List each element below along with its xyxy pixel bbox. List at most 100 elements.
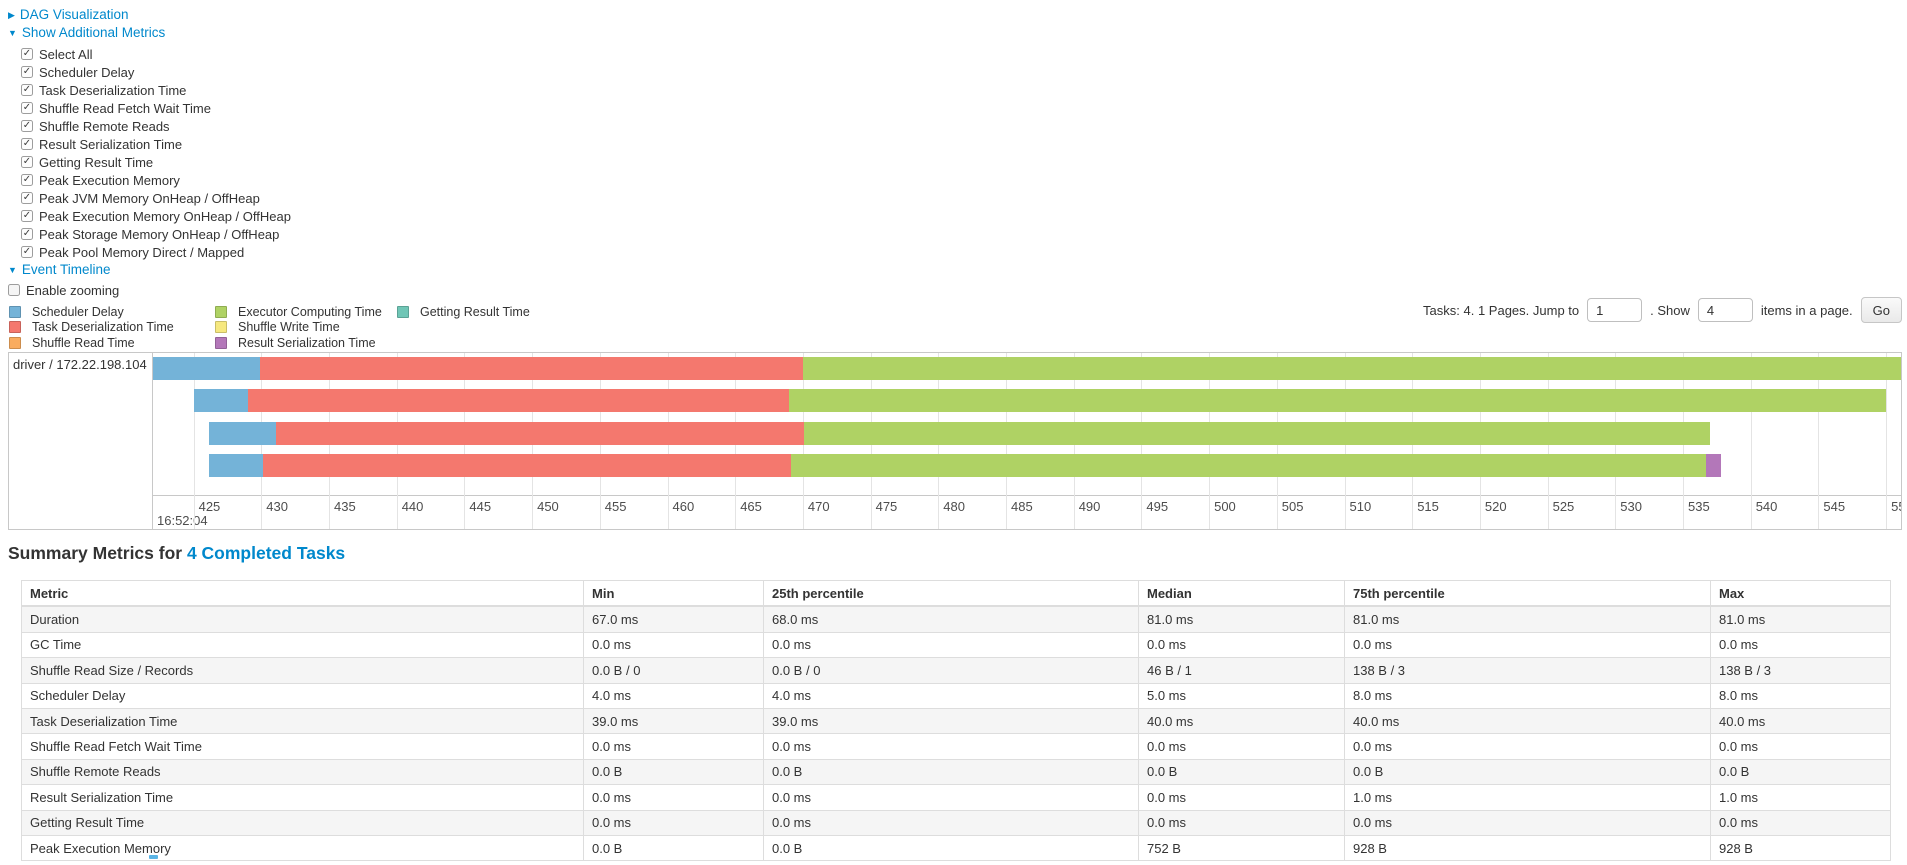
timeline-bar-segment[interactable] (193, 389, 248, 412)
metric-value-cell: 8.0 ms (1710, 682, 1891, 709)
metric-checkbox-label: Getting Result Time (39, 154, 154, 170)
axis-tick-label: 470 (807, 499, 830, 514)
event-timeline-toggle[interactable]: ▼ Event Timeline (8, 262, 110, 277)
metric-checkbox-item[interactable]: ✓ Getting Result Time (21, 153, 291, 171)
metric-name-cell: Shuffle Remote Reads (21, 758, 584, 786)
axis-tick-label: 540 (1755, 499, 1778, 514)
axis-time-label: 16:52:04 (157, 513, 208, 528)
axis-tick-label: 455 (604, 499, 627, 514)
checkbox-checked-icon[interactable]: ✓ (21, 210, 33, 222)
dag-visualization-toggle[interactable]: ▶ DAG Visualization (8, 7, 128, 22)
timeline-bar-segment[interactable] (802, 357, 1901, 380)
metric-checkbox-item[interactable]: ✓ Peak Pool Memory Direct / Mapped (21, 243, 291, 261)
metric-value-cell: 0.0 ms (1138, 809, 1345, 836)
timeline-bar-segment[interactable] (1706, 454, 1721, 477)
metric-value-cell: 138 B / 3 (1344, 657, 1711, 684)
metric-value-cell: 0.0 ms (583, 784, 764, 811)
checkbox-checked-icon[interactable]: ✓ (21, 174, 33, 186)
metric-checkbox-item[interactable]: ✓ Shuffle Remote Reads (21, 117, 291, 135)
metric-checkbox-item[interactable]: ✓ Peak Execution Memory (21, 171, 291, 189)
metric-value-cell: 0.0 B / 0 (583, 657, 764, 684)
table-header-cell: Metric (21, 580, 584, 608)
timeline-bar-segment[interactable] (208, 454, 263, 477)
axis-tick-label: 510 (1349, 499, 1372, 514)
timeline-bar-segment[interactable] (789, 389, 1887, 412)
timeline-bar-segment[interactable] (208, 422, 277, 445)
timeline-bar-segment[interactable] (262, 454, 791, 477)
go-button[interactable]: Go (1860, 297, 1902, 323)
legend-column: Executor Computing Time Shuffle Write Tim… (215, 304, 382, 351)
axis-tick-label: 475 (875, 499, 898, 514)
metric-value-cell: 0.0 ms (583, 809, 764, 836)
items-per-page-input[interactable] (1697, 298, 1753, 322)
table-row: Peak Execution Memory 0.0 B 0.0 B 752 B 928 … (21, 834, 1891, 862)
legend-label: Task Deserialization Time (32, 320, 174, 335)
metric-checkbox-item[interactable]: ✓ Peak Storage Memory OnHeap / OffHeap (21, 225, 291, 243)
metric-checkbox-item[interactable]: ✓ Peak JVM Memory OnHeap / OffHeap (21, 189, 291, 207)
clipped-element (149, 855, 158, 859)
metric-value-cell: 4.0 ms (763, 682, 1139, 709)
checkbox-checked-icon[interactable]: ✓ (21, 192, 33, 204)
metric-value-cell: 46 B / 1 (1138, 657, 1345, 684)
metric-value-cell: 81.0 ms (1138, 605, 1345, 633)
metric-value-cell: 0.0 B (763, 758, 1139, 786)
metric-checkbox-item[interactable]: ✓ Peak Execution Memory OnHeap / OffHeap (21, 207, 291, 225)
checkbox-checked-icon[interactable]: ✓ (21, 156, 33, 168)
checkbox-unchecked-icon[interactable] (8, 284, 20, 296)
timeline-bar-segment[interactable] (804, 422, 1711, 445)
metric-value-cell: 928 B (1344, 834, 1711, 862)
enable-zooming-checkbox[interactable]: Enable zooming (8, 281, 119, 299)
table-header-row: Metric Min 25th percentile Median 75th perce… (21, 580, 1891, 608)
axis-tick-label: 435 (334, 499, 356, 514)
checkbox-checked-icon[interactable]: ✓ (21, 138, 33, 150)
checkbox-checked-icon[interactable]: ✓ (21, 48, 33, 60)
metric-checkbox-item[interactable]: ✓ Scheduler Delay (21, 63, 291, 81)
jump-to-page-input[interactable] (1587, 298, 1643, 322)
metric-value-cell: 0.0 ms (1710, 733, 1891, 760)
metric-checkbox-item[interactable]: ✓ Shuffle Read Fetch Wait Time (21, 99, 291, 117)
metric-checkbox-label: Peak Execution Memory (39, 172, 180, 188)
timeline-bar-segment[interactable] (247, 389, 790, 412)
timeline-bar-segment[interactable] (276, 422, 805, 445)
table-header-cell: Max (1710, 580, 1891, 608)
legend-label: Getting Result Time (420, 304, 530, 319)
metric-checkbox-item[interactable]: ✓ Task Deserialization Time (21, 81, 291, 99)
timeline-bar-segment[interactable] (260, 357, 803, 380)
metric-value-cell: 0.0 ms (1138, 733, 1345, 760)
axis-tick-label: 535 (1688, 499, 1710, 514)
metric-value-cell: 0.0 B (1710, 758, 1891, 786)
gridline (1750, 353, 1752, 529)
metric-checkbox-item[interactable]: ✓ Select All (21, 45, 291, 63)
metric-value-cell: 0.0 ms (763, 733, 1139, 760)
legend-column: Getting Result Time (397, 304, 530, 320)
timeline-bar-segment[interactable] (153, 357, 260, 380)
metric-value-cell: 0.0 B (1138, 758, 1345, 786)
timeline-plot-area[interactable]: 16:52:04 425 430 435 440 445 450 455 460 465 470 4… (153, 353, 1901, 529)
checkbox-checked-icon[interactable]: ✓ (21, 246, 33, 258)
table-row: Result Serialization Time 0.0 ms 0.0 ms 0.0… (21, 784, 1891, 811)
metric-value-cell: 928 B (1710, 834, 1891, 862)
summary-metrics-table: Metric Min 25th percentile Median 75th perce… (21, 580, 1891, 862)
metric-value-cell: 0.0 ms (1344, 733, 1711, 760)
enable-zooming-label: Enable zooming (26, 282, 120, 298)
table-row: Shuffle Read Fetch Wait Time 0.0 ms 0.0 ms… (21, 733, 1891, 760)
metric-value-cell: 0.0 B / 0 (763, 657, 1139, 684)
task-pagination: Tasks: 4. 1 Pages. Jump to . Show items … (1423, 295, 1902, 325)
axis-tick-label: 445 (469, 499, 492, 514)
metric-value-cell: 40.0 ms (1138, 707, 1345, 735)
timeline-bar-segment[interactable] (790, 454, 1706, 477)
metric-checkbox-label: Peak Storage Memory OnHeap / OffHeap (39, 226, 280, 242)
checkbox-checked-icon[interactable]: ✓ (21, 228, 33, 240)
executor-group-cell: driver / 172.22.198.104 (9, 353, 153, 529)
checkbox-checked-icon[interactable]: ✓ (21, 120, 33, 132)
metric-checkbox-item[interactable]: ✓ Result Serialization Time (21, 135, 291, 153)
checkbox-checked-icon[interactable]: ✓ (21, 84, 33, 96)
checkbox-checked-icon[interactable]: ✓ (21, 102, 33, 114)
metric-value-cell: 0.0 ms (1710, 809, 1891, 836)
axis-tick-label: 530 (1620, 499, 1642, 514)
completed-tasks-link[interactable]: 4 Completed Tasks (186, 543, 346, 563)
show-additional-metrics-toggle[interactable]: ▼ Show Additional Metrics (8, 25, 165, 40)
metric-checkbox-label: Peak Pool Memory Direct / Mapped (39, 244, 245, 260)
metric-value-cell: 0.0 B (763, 834, 1139, 862)
checkbox-checked-icon[interactable]: ✓ (21, 66, 33, 78)
